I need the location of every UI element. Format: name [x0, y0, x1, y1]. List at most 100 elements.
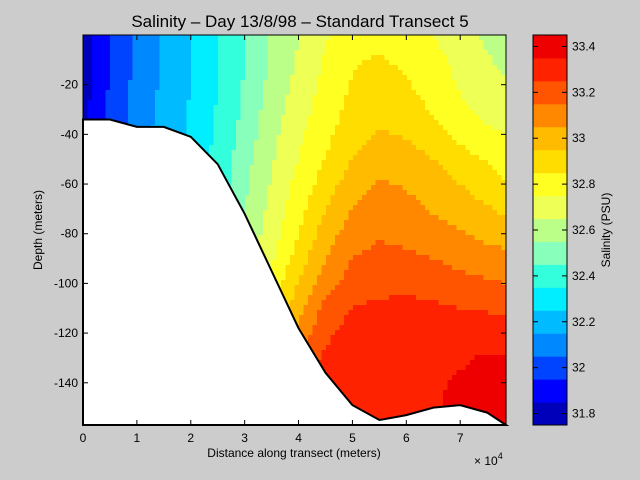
salinity-cell: [335, 150, 341, 156]
salinity-cell: [263, 45, 269, 51]
salinity-cell: [92, 70, 98, 76]
salinity-cell: [249, 220, 255, 226]
salinity-cell: [479, 185, 485, 191]
salinity-cell: [456, 255, 462, 261]
salinity-cell: [344, 190, 350, 196]
salinity-cell: [488, 175, 494, 181]
salinity-cell: [371, 75, 377, 81]
salinity-cell: [371, 205, 377, 211]
salinity-cell: [398, 180, 404, 186]
salinity-cell: [447, 65, 453, 71]
salinity-cell: [380, 35, 386, 41]
salinity-cell: [114, 75, 120, 81]
salinity-cell: [366, 235, 372, 241]
salinity-cell: [281, 85, 287, 91]
salinity-cell: [272, 90, 278, 96]
salinity-cell: [335, 275, 341, 281]
salinity-cell: [375, 80, 381, 86]
salinity-cell: [209, 125, 215, 131]
salinity-cell: [420, 135, 426, 141]
salinity-cell: [321, 160, 327, 166]
salinity-cell: [132, 65, 138, 71]
salinity-cell: [321, 90, 327, 96]
salinity-cell: [479, 265, 485, 271]
salinity-cell: [204, 130, 210, 136]
salinity-cell: [272, 135, 278, 141]
salinity-cell: [236, 80, 242, 86]
salinity-cell: [276, 210, 282, 216]
salinity-cell: [393, 290, 399, 296]
salinity-cell: [492, 70, 498, 76]
salinity-cell: [326, 100, 332, 106]
salinity-cell: [339, 125, 345, 131]
salinity-cell: [299, 90, 305, 96]
salinity-cell: [218, 55, 224, 61]
salinity-cell: [384, 150, 390, 156]
salinity-cell: [317, 160, 323, 166]
salinity-cell: [362, 185, 368, 191]
salinity-cell: [483, 185, 489, 191]
salinity-cell: [249, 110, 255, 116]
salinity-cell: [398, 150, 404, 156]
salinity-cell: [380, 195, 386, 201]
salinity-cell: [425, 125, 431, 131]
salinity-cell: [438, 180, 444, 186]
salinity-cell: [371, 130, 377, 136]
salinity-cell: [456, 115, 462, 121]
salinity-cell: [335, 140, 341, 146]
salinity-cell: [258, 200, 264, 206]
salinity-cell: [317, 95, 323, 101]
salinity-cell: [416, 110, 422, 116]
salinity-cell: [299, 55, 305, 61]
salinity-cell: [384, 295, 390, 301]
salinity-cell: [470, 160, 476, 166]
salinity-cell: [411, 290, 417, 296]
salinity-cell: [447, 190, 453, 196]
salinity-cell: [411, 150, 417, 156]
salinity-cell: [236, 40, 242, 46]
salinity-cell: [227, 95, 233, 101]
salinity-cell: [164, 75, 170, 81]
salinity-cell: [326, 290, 332, 296]
salinity-cell: [434, 185, 440, 191]
salinity-cell: [461, 280, 467, 286]
salinity-cell: [312, 75, 318, 81]
salinity-cell: [497, 130, 503, 136]
salinity-cell: [281, 205, 287, 211]
salinity-cell: [389, 290, 395, 296]
salinity-cell: [470, 255, 476, 261]
salinity-cell: [461, 220, 467, 226]
salinity-cell: [407, 160, 413, 166]
salinity-cell: [425, 250, 431, 256]
salinity-cell: [344, 265, 350, 271]
salinity-cell: [501, 50, 507, 56]
salinity-cell: [312, 270, 318, 276]
salinity-cell: [236, 190, 242, 196]
salinity-cell: [461, 200, 467, 206]
salinity-cell: [132, 100, 138, 106]
salinity-cell: [173, 85, 179, 91]
salinity-cell: [308, 140, 314, 146]
salinity-cell: [290, 290, 296, 296]
salinity-cell: [119, 70, 125, 76]
salinity-cell: [281, 215, 287, 221]
salinity-cell: [357, 265, 363, 271]
salinity-cell: [447, 60, 453, 66]
salinity-cell: [492, 35, 498, 41]
salinity-cell: [245, 195, 251, 201]
salinity-cell: [213, 150, 219, 156]
salinity-cell: [168, 95, 174, 101]
salinity-cell: [317, 210, 323, 216]
salinity-cell: [393, 225, 399, 231]
salinity-cell: [155, 35, 161, 41]
salinity-cell: [258, 65, 264, 71]
salinity-cell: [474, 80, 480, 86]
salinity-cell: [249, 105, 255, 111]
salinity-cell: [330, 65, 336, 71]
salinity-cell: [434, 75, 440, 81]
salinity-cell: [344, 170, 350, 176]
salinity-cell: [429, 105, 435, 111]
salinity-cell: [321, 140, 327, 146]
salinity-cell: [483, 80, 489, 86]
salinity-cell: [470, 205, 476, 211]
